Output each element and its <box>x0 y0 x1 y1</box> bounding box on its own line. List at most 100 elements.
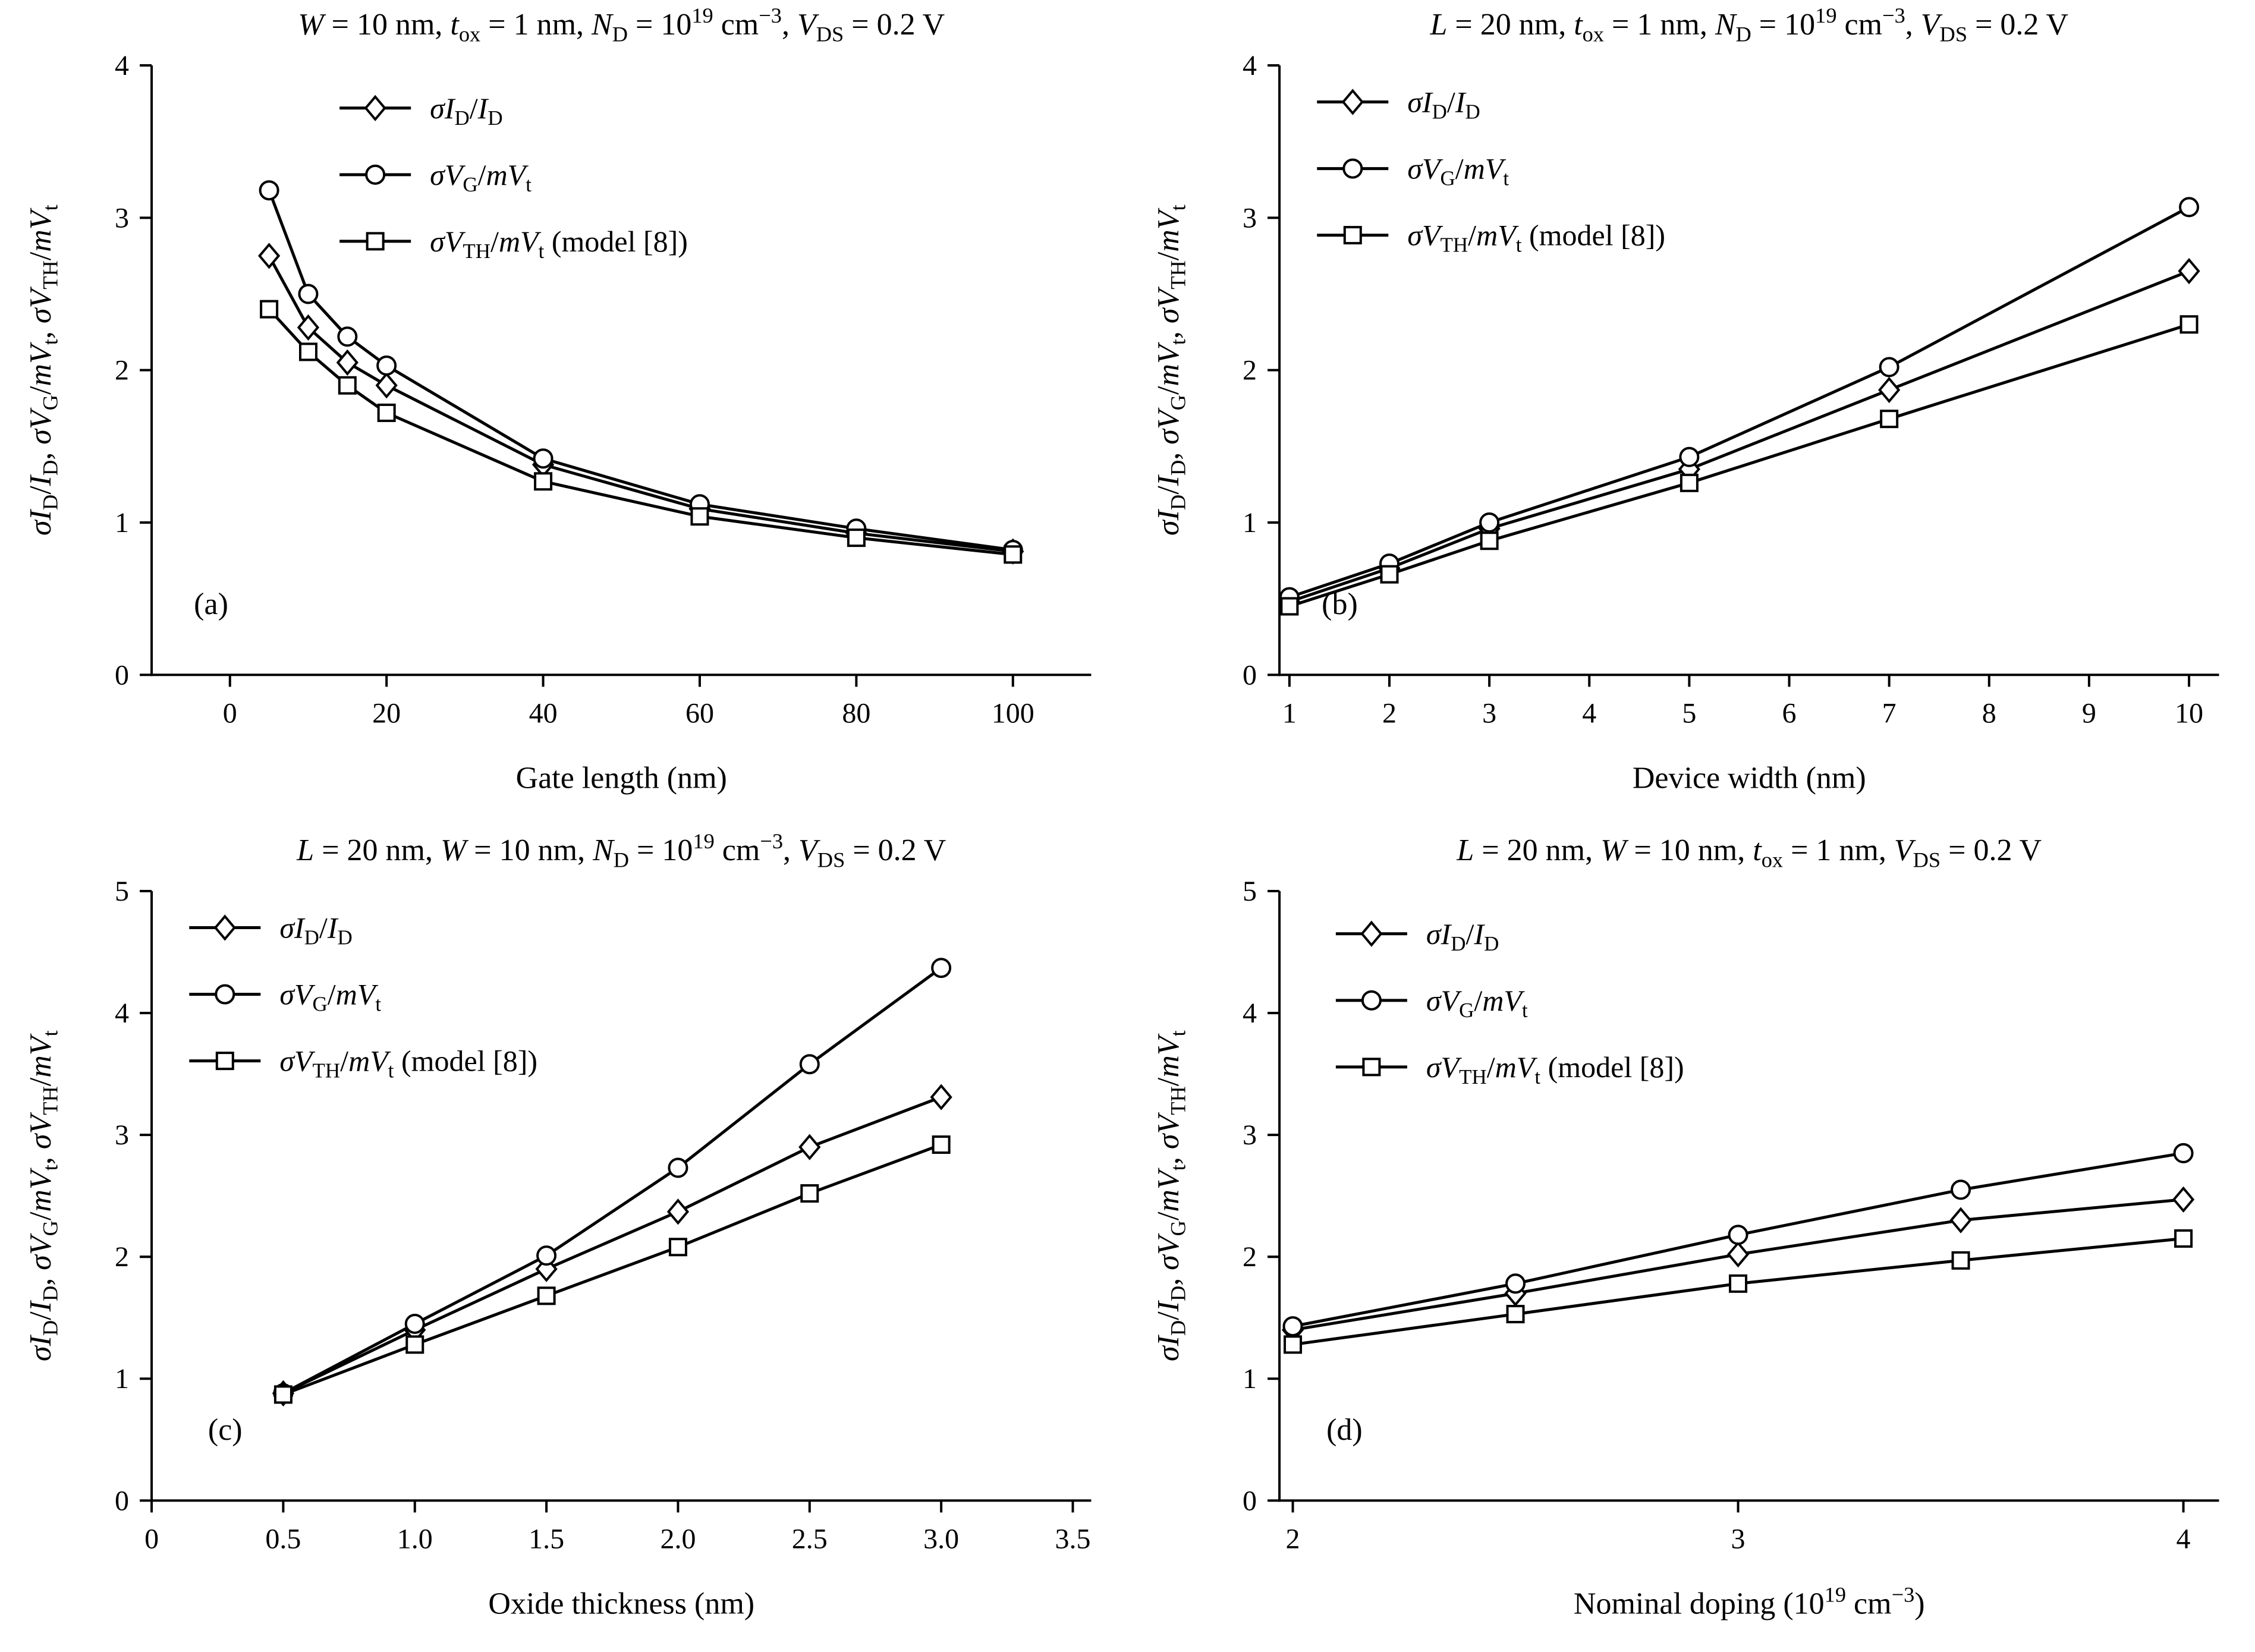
series-line-circle <box>1289 207 2188 597</box>
data-point-square-marker <box>2181 316 2197 332</box>
data-point-square-marker <box>300 344 316 360</box>
legend-item: σVTH/mVt (model [8]) <box>339 225 688 263</box>
x-tick-label: 0 <box>223 697 237 729</box>
legend-item: σVG/mVt <box>1317 152 1509 190</box>
y-tick-label: 4 <box>115 998 129 1029</box>
data-point-square-marker <box>379 405 395 421</box>
legend-label: σVG/mVt <box>279 978 381 1016</box>
x-tick-label: 40 <box>529 697 558 729</box>
x-axis-label: Oxide thickness (nm) <box>488 1587 754 1621</box>
data-point-circle-marker <box>406 1315 424 1333</box>
legend-item: σVTH/mVt (model [8]) <box>1335 1050 1684 1088</box>
data-point-square-marker <box>261 301 277 317</box>
panel-label: (b) <box>1322 587 1358 621</box>
legend-label: σVG/mVt <box>1407 152 1509 190</box>
data-point-circle-marker <box>801 1056 819 1074</box>
chart-title: L = 20 nm, W = 10 nm, ND = 1019 cm−3, VD… <box>296 830 946 872</box>
data-point-square-marker <box>275 1387 291 1403</box>
y-tick-label: 2 <box>115 355 129 386</box>
chart-title: L = 20 nm, W = 10 nm, tox = 1 nm, VDS = … <box>1456 833 2042 871</box>
x-tick-label: 6 <box>1782 697 1796 729</box>
y-tick-label: 2 <box>115 1242 129 1273</box>
y-axis-label: σID/ID, σVG/mVt, σVTH/mVt <box>1152 204 1190 536</box>
series-line-diamond <box>283 1097 941 1393</box>
legend-marker-square <box>1344 227 1360 243</box>
panel-label: (a) <box>194 587 228 621</box>
data-point-circle-marker <box>1680 448 1698 466</box>
data-point-square-marker <box>539 1288 555 1304</box>
data-point-square-marker <box>1381 567 1397 583</box>
legend-item: σID/ID <box>339 92 502 130</box>
y-tick-label: 2 <box>1243 355 1257 386</box>
x-tick-label: 1.0 <box>397 1524 433 1555</box>
data-point-diamond-marker <box>260 244 279 267</box>
data-point-circle-marker <box>2180 198 2198 216</box>
legend-item: σVTH/mVt (model [8]) <box>1317 219 1665 257</box>
y-tick-label: 1 <box>115 1364 129 1395</box>
legend-marker-circle <box>366 166 384 184</box>
data-point-circle-marker <box>1729 1226 1747 1244</box>
legend-item: σID/ID <box>1317 86 1480 124</box>
x-tick-label: 2 <box>1285 1524 1300 1555</box>
legend: σID/ID σVG/mVt σVTH/mVt (model [8]) <box>189 911 537 1083</box>
panel-label: (c) <box>208 1413 243 1447</box>
legend-label: σID/ID <box>279 911 352 949</box>
data-point-circle-marker <box>1507 1275 1524 1293</box>
data-point-circle-marker <box>932 959 950 977</box>
y-tick-label: 5 <box>1243 876 1257 907</box>
legend-label: σVG/mVt <box>1426 984 1527 1022</box>
legend: σID/ID σVG/mVt σVTH/mVt (model [8]) <box>1317 86 1665 257</box>
x-tick-label: 3.0 <box>923 1524 959 1555</box>
y-tick-label: 0 <box>115 659 129 691</box>
y-tick-label: 0 <box>1243 659 1257 691</box>
data-point-circle-marker <box>378 357 395 375</box>
series-line-square <box>1289 325 2188 606</box>
data-point-square-marker <box>1681 475 1697 491</box>
data-point-square-marker <box>933 1137 949 1153</box>
y-tick-label: 4 <box>1243 998 1257 1029</box>
data-point-square-marker <box>801 1185 817 1201</box>
legend-marker-diamond <box>215 917 234 939</box>
x-tick-label: 2 <box>1382 697 1397 729</box>
series-line-diamond <box>1289 271 2188 602</box>
legend-marker-diamond <box>1343 91 1362 114</box>
data-point-diamond-marker <box>800 1136 819 1159</box>
data-point-diamond-marker <box>377 374 396 397</box>
data-point-circle-marker <box>669 1159 687 1177</box>
y-tick-label: 3 <box>1243 1119 1257 1151</box>
data-point-square-marker <box>407 1337 423 1353</box>
x-tick-label: 100 <box>992 697 1034 729</box>
chart-title: L = 20 nm, tox = 1 nm, ND = 1019 cm−3, V… <box>1429 4 2068 46</box>
data-point-diamond-marker <box>1879 379 1898 401</box>
y-tick-label: 2 <box>1243 1242 1257 1273</box>
x-tick-label: 10 <box>2175 697 2203 729</box>
data-point-square-marker <box>1005 546 1021 562</box>
data-point-circle-marker <box>260 181 278 199</box>
legend-item: σVTH/mVt (model [8]) <box>189 1044 537 1083</box>
x-tick-label: 1 <box>1282 697 1296 729</box>
x-tick-label: 60 <box>685 697 714 729</box>
y-tick-label: 1 <box>115 507 129 539</box>
data-point-circle-marker <box>299 285 317 303</box>
y-tick-label: 3 <box>115 202 129 234</box>
legend-marker-circle <box>1362 992 1380 1009</box>
legend-marker-square <box>1363 1059 1379 1075</box>
legend-label: σVTH/mVt (model [8]) <box>430 225 688 263</box>
legend-marker-diamond <box>1361 923 1380 945</box>
x-tick-label: 0 <box>144 1524 159 1555</box>
legend-marker-square <box>217 1053 233 1069</box>
data-point-diamond-marker <box>1951 1209 1970 1232</box>
x-tick-label: 3.5 <box>1055 1524 1090 1555</box>
data-point-diamond-marker <box>2179 260 2199 282</box>
legend-item: σVG/mVt <box>339 158 531 196</box>
x-tick-label: 3 <box>1482 697 1496 729</box>
data-point-circle-marker <box>1284 1317 1301 1335</box>
data-point-circle-marker <box>1480 514 1498 531</box>
